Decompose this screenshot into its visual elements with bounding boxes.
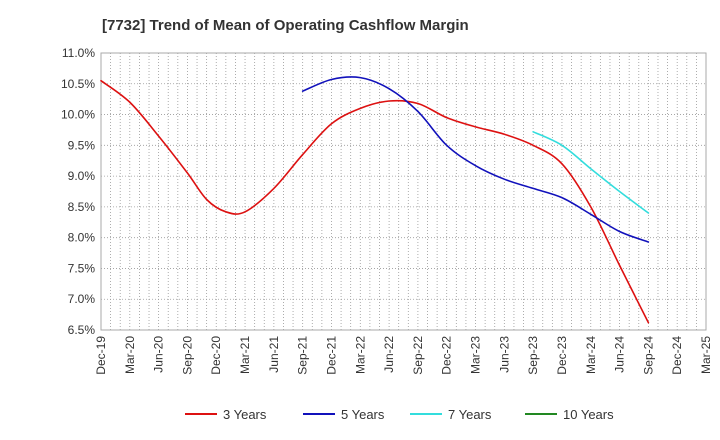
x-tick-label: Sep-23 bbox=[526, 336, 540, 375]
axes: 6.5% 7.0% 7.5% 8.0% 8.5% 9.0% 9.5% 10.0% 10.5% 11… bbox=[61, 46, 713, 375]
y-tick-label: 9.0% bbox=[68, 169, 96, 183]
plot-frame bbox=[100, 52, 707, 331]
legend: 3 Years 5 Years 7 Years 10 Years bbox=[185, 407, 614, 422]
x-tick-label: Mar-22 bbox=[353, 336, 367, 374]
x-tick-label: Mar-21 bbox=[238, 336, 252, 374]
y-tick-label: 7.5% bbox=[68, 261, 96, 275]
y-tick-label: 11.0% bbox=[62, 46, 95, 60]
x-tick-label: Sep-22 bbox=[411, 336, 425, 375]
y-tick-label: 9.5% bbox=[68, 138, 96, 152]
x-tick-label: Sep-21 bbox=[296, 336, 310, 375]
legend-label-3-years: 3 Years bbox=[223, 407, 267, 422]
series-lines bbox=[100, 76, 650, 324]
y-tick-label: 10.5% bbox=[61, 77, 95, 91]
x-tick-label: Jun-23 bbox=[497, 336, 511, 373]
x-tick-label: Dec-23 bbox=[555, 336, 569, 375]
x-tick-label: Mar-20 bbox=[123, 336, 137, 374]
y-tick-label: 8.0% bbox=[68, 231, 96, 245]
x-tick-label: Dec-21 bbox=[324, 336, 338, 375]
x-tick-label: Jun-20 bbox=[152, 336, 166, 373]
x-tick-label: Dec-24 bbox=[670, 336, 684, 375]
x-tick-label: Sep-20 bbox=[180, 336, 194, 375]
x-tick-label: Dec-19 bbox=[94, 336, 108, 375]
x-tick-label: Jun-24 bbox=[613, 336, 627, 373]
series-line-7-years bbox=[532, 130, 650, 214]
y-tick-label: 6.5% bbox=[68, 323, 96, 337]
x-tick-label: Mar-24 bbox=[584, 336, 598, 374]
x-tick-label: Jun-21 bbox=[267, 336, 281, 373]
series-line-5-years bbox=[301, 76, 650, 243]
x-tick-label: Mar-23 bbox=[469, 336, 483, 374]
grid bbox=[100, 52, 707, 331]
x-tick-label: Mar-25 bbox=[699, 336, 713, 374]
chart-title: [7732] Trend of Mean of Operating Cashfl… bbox=[102, 17, 469, 34]
x-tick-label: Dec-20 bbox=[209, 336, 223, 375]
x-tick-label: Jun-22 bbox=[382, 336, 396, 373]
y-tick-label: 10.0% bbox=[61, 108, 95, 122]
x-tick-label: Sep-24 bbox=[641, 336, 655, 375]
x-tick-label: Dec-22 bbox=[440, 336, 454, 375]
y-tick-label: 7.0% bbox=[68, 292, 96, 306]
series-line-3-years bbox=[100, 79, 650, 324]
legend-label-10-years: 10 Years bbox=[563, 407, 614, 422]
legend-label-7-years: 7 Years bbox=[448, 407, 492, 422]
y-tick-label: 8.5% bbox=[68, 200, 96, 214]
legend-label-5-years: 5 Years bbox=[341, 407, 385, 422]
